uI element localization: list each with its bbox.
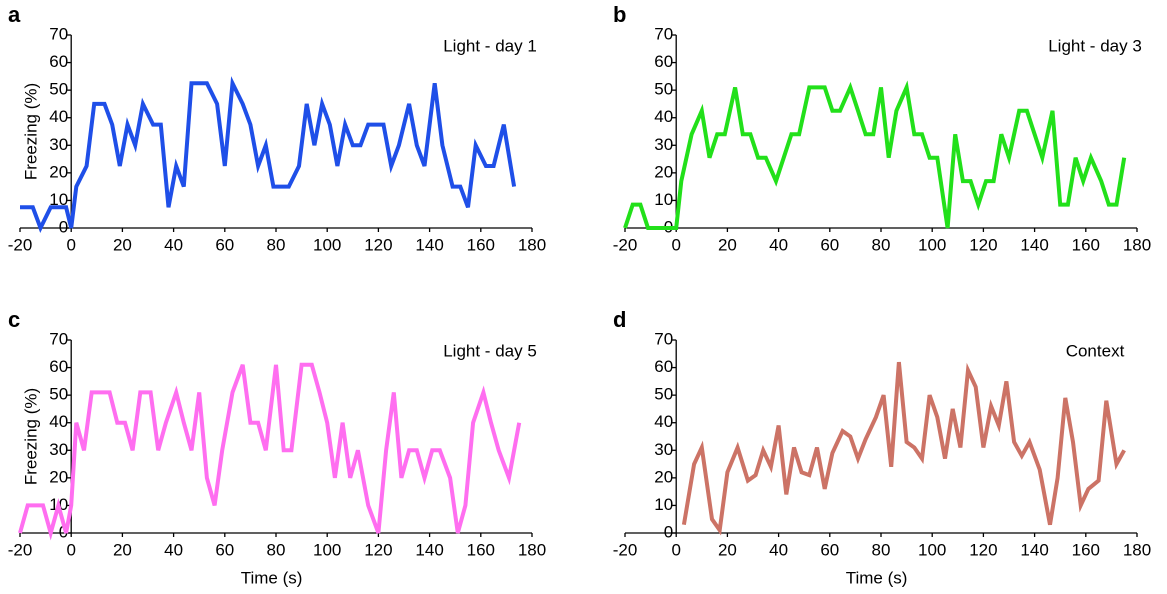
panel: a -20 0 20 40 60 80 100 120 140 160 180 0 10 20 30 40 50 6… <box>8 2 546 255</box>
x-tick-label: 0 <box>66 235 75 254</box>
x-tick-label: 0 <box>671 235 680 254</box>
x-tick-label: 20 <box>113 540 132 559</box>
x-tick-label: -20 <box>613 235 638 254</box>
x-tick-label: 100 <box>313 540 341 559</box>
x-tick-label: -20 <box>8 540 33 559</box>
x-tick-label: 100 <box>918 235 946 254</box>
x-tick-label: 80 <box>872 540 891 559</box>
y-tick-label: 10 <box>654 495 673 514</box>
x-tick-label: -20 <box>613 540 638 559</box>
x-tick-label: 100 <box>918 540 946 559</box>
x-tick-label: 120 <box>364 540 392 559</box>
x-tick-label: -20 <box>8 235 33 254</box>
panel-letter: a <box>8 2 21 27</box>
y-tick-label: 60 <box>49 357 68 376</box>
x-tick-label: 100 <box>313 235 341 254</box>
panel: d -20 0 20 40 60 80 100 120 140 160 180 0 10 20 30 40 50 6… <box>613 307 1151 588</box>
panel-letter: d <box>613 307 626 332</box>
y-tick-label: 40 <box>49 107 68 126</box>
x-tick-label: 40 <box>164 540 183 559</box>
annotation: Light - day 1 <box>443 36 537 55</box>
x-tick-label: 160 <box>467 540 495 559</box>
y-tick-label: 0 <box>59 217 68 236</box>
x-tick-label: 180 <box>518 235 546 254</box>
y-tick-label: 50 <box>654 80 673 99</box>
y-tick-label: 20 <box>49 162 68 181</box>
data-line <box>681 361 1126 536</box>
x-tick-label: 160 <box>467 235 495 254</box>
y-axis-label: Freezing (%) <box>21 83 40 180</box>
x-tick-label: 60 <box>215 540 234 559</box>
y-tick-label: 30 <box>654 135 673 154</box>
y-tick-label: 20 <box>654 467 673 486</box>
y-tick-label: 70 <box>49 329 68 348</box>
x-tick-label: 40 <box>164 235 183 254</box>
x-axis-label: Time (s) <box>241 568 303 587</box>
x-tick-label: 60 <box>820 235 839 254</box>
y-tick-label: 40 <box>654 107 673 126</box>
y-tick-label: 30 <box>49 135 68 154</box>
y-tick-label: 70 <box>49 24 68 43</box>
y-tick-label: 10 <box>654 190 673 209</box>
x-tick-label: 120 <box>364 235 392 254</box>
annotation: Light - day 3 <box>1048 36 1142 55</box>
panel: c-20 0 20 40 60 80 100 120 140 160 180010203040506… <box>8 307 546 588</box>
y-tick-label: 60 <box>49 52 68 71</box>
panel: b-20 0 20 40 60 80 100 120 140 160 180010203040506… <box>613 2 1151 255</box>
x-tick-label: 80 <box>872 235 891 254</box>
annotation: Context <box>1066 341 1125 360</box>
x-tick-label: 40 <box>769 235 788 254</box>
x-tick-label: 180 <box>1123 540 1151 559</box>
y-tick-label: 70 <box>654 24 673 43</box>
x-tick-label: 160 <box>1072 235 1100 254</box>
panel-letter: b <box>613 2 626 27</box>
y-tick-label: 40 <box>654 412 673 431</box>
x-tick-label: 20 <box>718 540 737 559</box>
x-tick-label: 140 <box>415 235 443 254</box>
y-tick-label: 0 <box>59 522 68 541</box>
y-tick-label: 50 <box>49 385 68 404</box>
y-tick-label: 60 <box>654 52 673 71</box>
y-tick-label: 70 <box>654 329 673 348</box>
panel-letter: c <box>8 307 20 332</box>
x-tick-label: 80 <box>267 235 286 254</box>
y-tick-label: 30 <box>654 440 673 459</box>
y-tick-label: 20 <box>654 162 673 181</box>
x-tick-label: 20 <box>718 235 737 254</box>
y-tick-label: 30 <box>49 440 68 459</box>
x-tick-label: 180 <box>1123 235 1151 254</box>
y-tick-label: 60 <box>654 357 673 376</box>
y-tick-label: 50 <box>654 385 673 404</box>
x-tick-label: 0 <box>671 540 680 559</box>
x-tick-label: 80 <box>267 540 286 559</box>
x-tick-label: 40 <box>769 540 788 559</box>
x-tick-label: 60 <box>820 540 839 559</box>
data-line <box>18 362 522 541</box>
y-tick-label: 20 <box>49 467 68 486</box>
y-tick-label: 10 <box>49 190 68 209</box>
x-tick-label: 120 <box>969 540 997 559</box>
x-tick-label: 0 <box>66 540 75 559</box>
annotation: Light - day 5 <box>443 341 537 360</box>
x-tick-label: 160 <box>1072 540 1100 559</box>
x-axis-label: Time (s) <box>846 568 908 587</box>
data-line <box>623 80 1127 230</box>
x-tick-label: 20 <box>113 235 132 254</box>
y-tick-label: 40 <box>49 412 68 431</box>
y-tick-label: 0 <box>664 522 673 541</box>
x-tick-label: 140 <box>1020 235 1048 254</box>
x-tick-label: 140 <box>415 540 443 559</box>
x-tick-label: 180 <box>518 540 546 559</box>
x-tick-label: 140 <box>1020 540 1048 559</box>
y-axis-label: Freezing (%) <box>21 388 40 485</box>
y-tick-label: 50 <box>49 80 68 99</box>
data-line <box>20 76 517 234</box>
x-tick-label: 120 <box>969 235 997 254</box>
x-tick-label: 60 <box>215 235 234 254</box>
